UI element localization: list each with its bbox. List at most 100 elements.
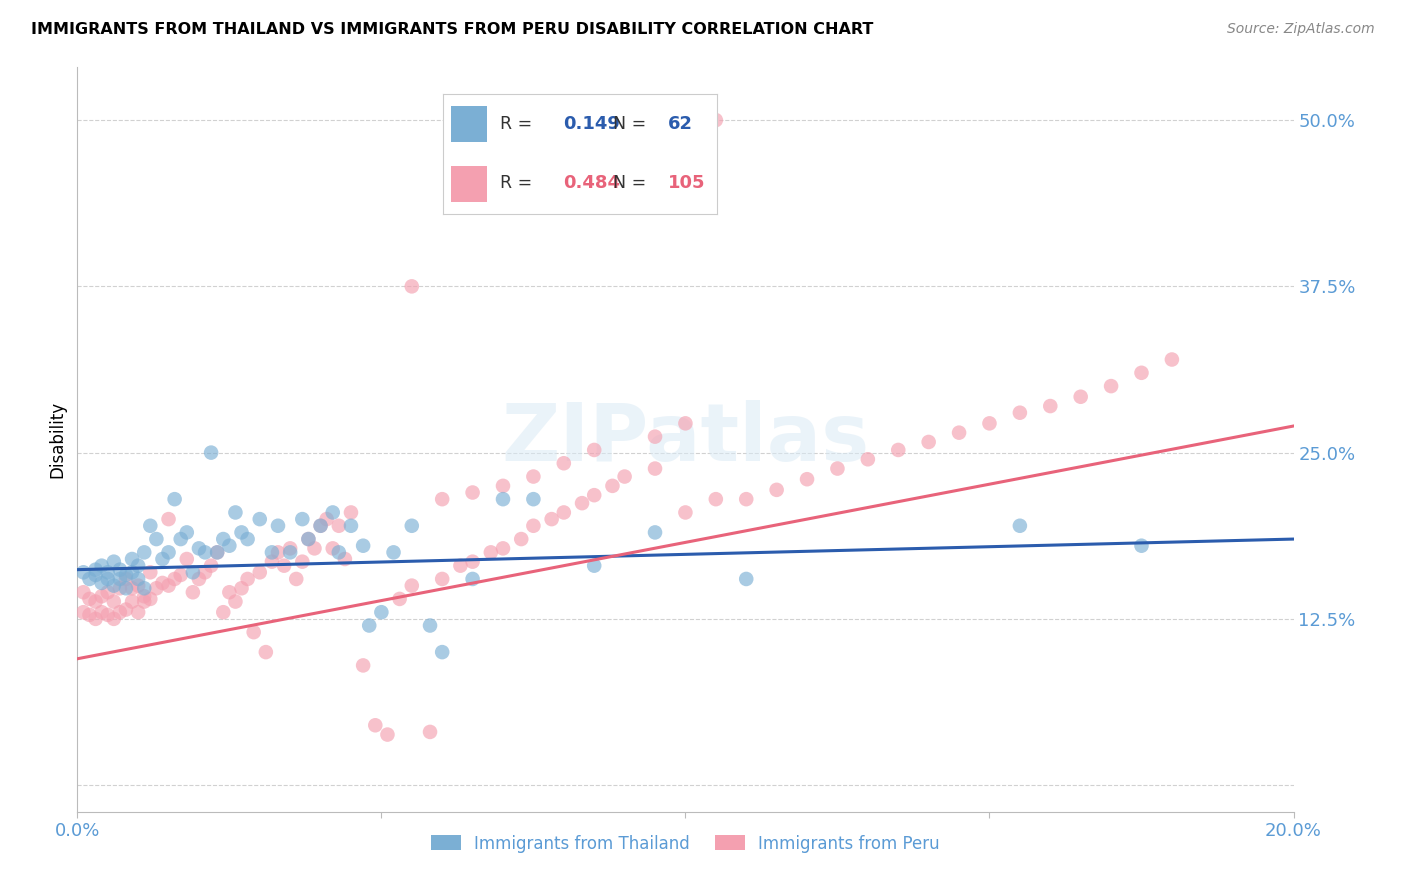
Point [115, 602, 138, 616]
Text: R =: R = [501, 174, 538, 193]
Point [152, 576, 174, 591]
Point [278, 545, 301, 559]
Text: ZIPatlas: ZIPatlas [502, 401, 869, 478]
Point [522, 469, 544, 483]
Point [1161, 352, 1184, 367]
Point [200, 558, 222, 573]
Point [90, 605, 112, 619]
Point [115, 582, 138, 596]
Point [322, 541, 344, 556]
Point [419, 725, 441, 739]
FancyBboxPatch shape [451, 106, 486, 142]
Point [644, 430, 666, 444]
Point [84, 594, 107, 608]
Point [370, 605, 392, 619]
Point [205, 545, 228, 559]
Point [90, 576, 112, 591]
Point [127, 558, 149, 573]
Point [260, 555, 283, 569]
Point [79, 607, 101, 622]
Point [735, 572, 758, 586]
Point [79, 591, 101, 606]
Point [115, 568, 138, 582]
Point [291, 555, 314, 569]
Point [340, 506, 363, 520]
Point [479, 545, 502, 559]
Point [188, 572, 211, 586]
Point [90, 589, 112, 603]
Point [704, 492, 727, 507]
Point [388, 591, 411, 606]
Point [152, 552, 174, 566]
Point [72, 566, 94, 580]
Point [163, 492, 186, 507]
Point [181, 585, 204, 599]
Point [242, 625, 264, 640]
Point [1130, 366, 1153, 380]
Point [377, 728, 399, 742]
Point [121, 594, 143, 608]
Point [103, 555, 125, 569]
Point [97, 572, 120, 586]
Point [948, 425, 970, 440]
Point [134, 582, 156, 596]
Point [205, 545, 228, 559]
Point [90, 558, 112, 573]
Point [212, 532, 235, 546]
Point [127, 605, 149, 619]
Point [84, 563, 107, 577]
Point [979, 417, 1001, 431]
Point [583, 488, 606, 502]
Point [157, 545, 180, 559]
Point [461, 572, 484, 586]
Text: 62: 62 [668, 115, 693, 134]
Point [72, 585, 94, 599]
Point [644, 461, 666, 475]
Text: R =: R = [501, 115, 538, 134]
Point [315, 512, 337, 526]
Point [236, 532, 259, 546]
Y-axis label: Disability: Disability [48, 401, 66, 478]
Point [108, 572, 131, 586]
Text: 105: 105 [668, 174, 706, 193]
Point [364, 718, 387, 732]
Point [157, 512, 180, 526]
Point [430, 492, 453, 507]
Point [1130, 539, 1153, 553]
Point [249, 566, 271, 580]
Point [602, 479, 624, 493]
Point [1070, 390, 1092, 404]
Point [328, 545, 350, 559]
Point [97, 607, 120, 622]
Point [145, 582, 167, 596]
Point [108, 605, 131, 619]
Point [108, 582, 131, 596]
Text: IMMIGRANTS FROM THAILAND VS IMMIGRANTS FROM PERU DISABILITY CORRELATION CHART: IMMIGRANTS FROM THAILAND VS IMMIGRANTS F… [31, 22, 873, 37]
Point [553, 506, 575, 520]
Point [309, 518, 332, 533]
Point [103, 594, 125, 608]
Point [704, 113, 727, 128]
Point [1008, 406, 1031, 420]
Point [121, 582, 143, 596]
Point [430, 572, 453, 586]
Point [212, 605, 235, 619]
Point [84, 568, 107, 582]
Point [613, 469, 636, 483]
Point [127, 579, 149, 593]
Point [333, 552, 356, 566]
Point [675, 417, 697, 431]
Point [188, 541, 211, 556]
Point [254, 645, 277, 659]
Point [170, 568, 193, 582]
Point [492, 541, 515, 556]
Point [359, 618, 381, 632]
Point [176, 552, 198, 566]
Point [583, 442, 606, 457]
Point [856, 452, 879, 467]
Point [297, 532, 319, 546]
Point [583, 558, 606, 573]
Point [492, 479, 515, 493]
Point [340, 518, 363, 533]
Point [492, 492, 515, 507]
